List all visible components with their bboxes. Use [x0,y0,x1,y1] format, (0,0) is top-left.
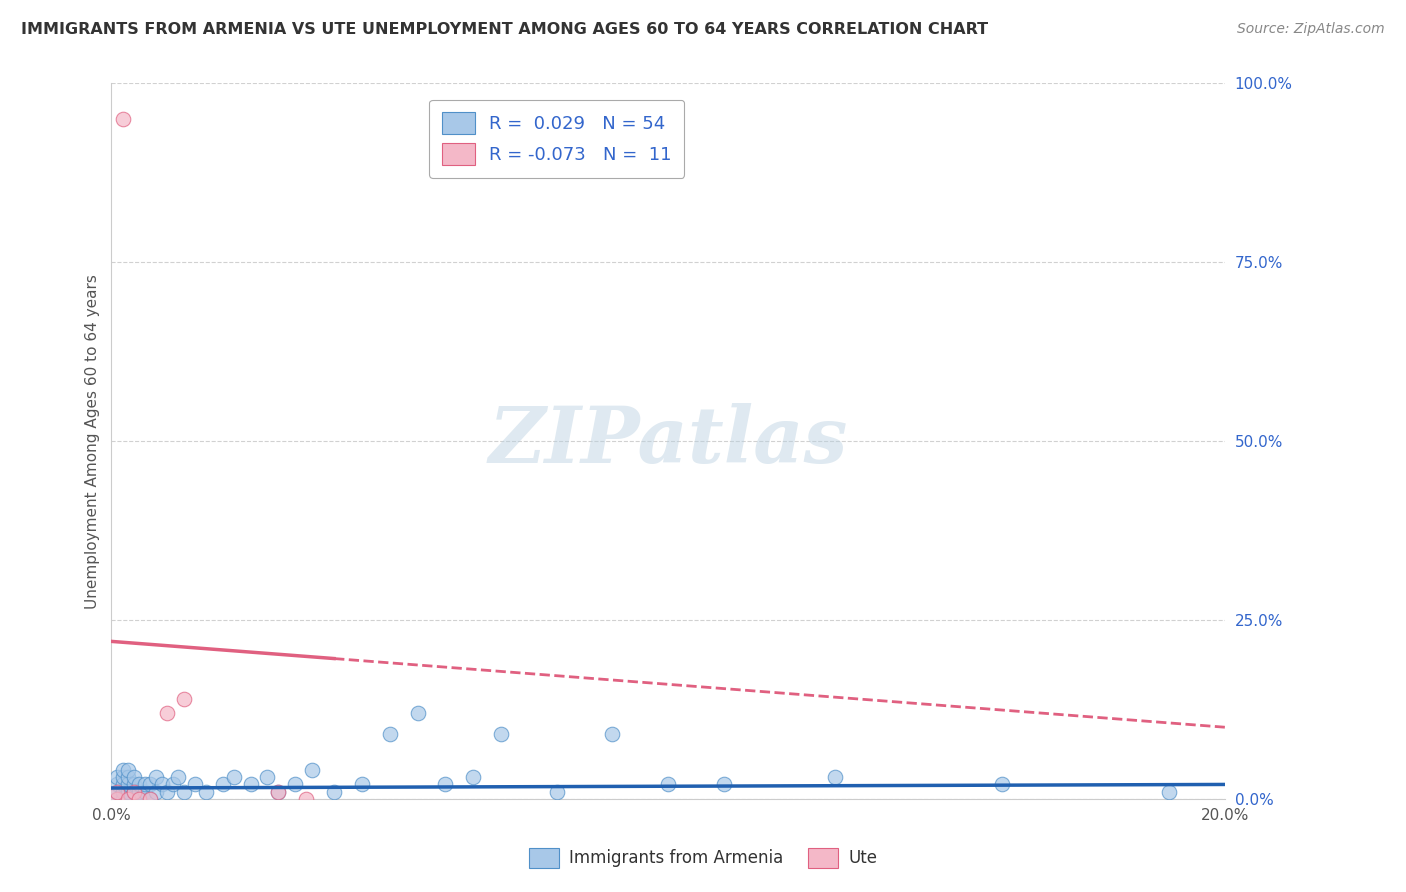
Point [323,784,346,798]
Point [105,791,128,805]
Point [295,791,318,805]
Point [434,777,457,791]
Point [117,777,139,791]
Point [267,784,290,798]
Point [1159,784,1181,798]
Point [301,763,323,777]
Point [122,777,145,791]
Point [111,791,134,805]
Point [117,770,139,784]
Point [267,784,290,798]
Point [991,777,1014,791]
Point [195,784,218,798]
Point [111,777,134,791]
Point [256,770,278,784]
Point [463,770,485,784]
Text: IMMIGRANTS FROM ARMENIA VS UTE UNEMPLOYMENT AMONG AGES 60 TO 64 YEARS CORRELATIO: IMMIGRANTS FROM ARMENIA VS UTE UNEMPLOYM… [21,22,988,37]
Point [139,791,162,805]
Legend: Immigrants from Armenia, Ute: Immigrants from Armenia, Ute [522,841,884,875]
Y-axis label: Unemployment Among Ages 60 to 64 years: Unemployment Among Ages 60 to 64 years [86,274,100,608]
Point [122,784,145,798]
Point [117,791,139,805]
Point [156,784,179,798]
Point [128,784,150,798]
Point [111,784,134,798]
Text: ZIPatlas: ZIPatlas [488,403,848,479]
Point [134,784,156,798]
Point [111,770,134,784]
Point [145,770,167,784]
Point [111,112,134,127]
Point [117,763,139,777]
Point [350,777,373,791]
Point [122,784,145,798]
Point [602,727,624,741]
Point [657,777,679,791]
Point [117,791,139,805]
Point [150,777,173,791]
Point [184,777,207,791]
Point [105,784,128,798]
Text: Source: ZipAtlas.com: Source: ZipAtlas.com [1237,22,1385,37]
Point [105,770,128,784]
Point [117,784,139,798]
Point [713,777,735,791]
Point [162,777,184,791]
Point [167,770,190,784]
Point [239,777,262,791]
Point [145,784,167,798]
Point [128,777,150,791]
Legend: R =  0.029   N = 54, R = -0.073   N =  11: R = 0.029 N = 54, R = -0.073 N = 11 [429,100,685,178]
Point [122,770,145,784]
Point [173,691,195,706]
Point [824,770,846,784]
Point [139,777,162,791]
Point [546,784,568,798]
Point [134,777,156,791]
Point [378,727,401,741]
Point [105,791,128,805]
Point [139,791,162,805]
Point [406,706,429,720]
Point [128,791,150,805]
Point [111,763,134,777]
Point [173,784,195,798]
Point [222,770,245,784]
Point [105,784,128,798]
Point [128,791,150,805]
Point [105,777,128,791]
Point [156,706,179,720]
Point [211,777,233,791]
Point [489,727,512,741]
Point [284,777,307,791]
